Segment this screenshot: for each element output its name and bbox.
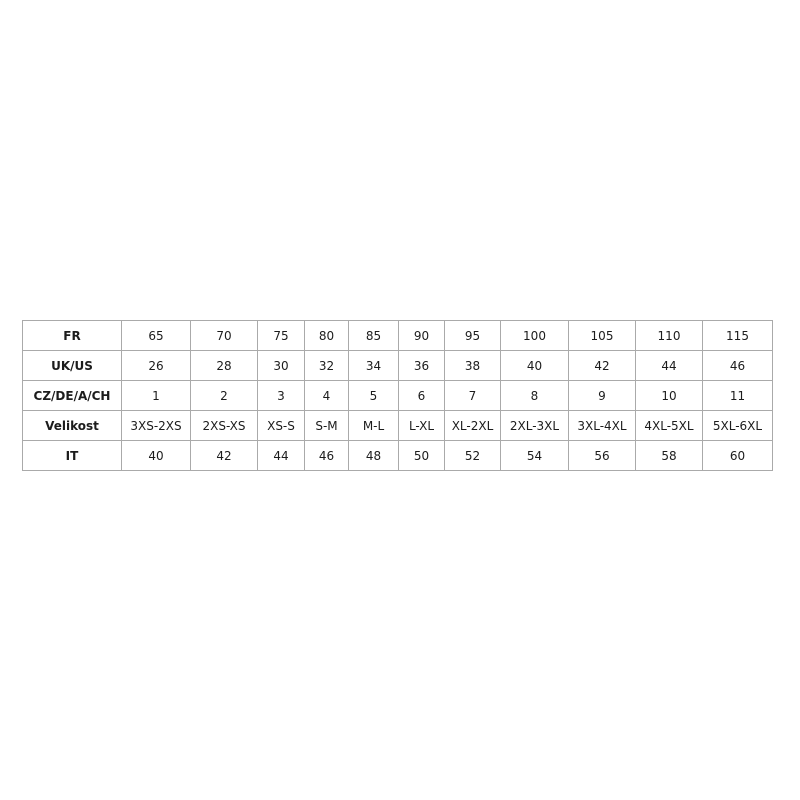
table-row-fr: FR 65 70 75 80 85 90 95 100 105 110 115 [22, 320, 773, 351]
table-cell: 80 [304, 320, 349, 351]
table-cell: 52 [444, 440, 501, 471]
table-cell: 40 [500, 350, 569, 381]
table-row-it: IT 40 42 44 46 48 50 52 54 56 58 60 [22, 440, 773, 471]
row-header-velikost: Velikost [22, 410, 122, 441]
table-row-velikost: Velikost 3XS-2XS 2XS-XS XS-S S-M M-L L-X… [22, 410, 773, 441]
table-cell: 65 [121, 320, 191, 351]
table-cell: L-XL [398, 410, 445, 441]
table-cell: 58 [635, 440, 703, 471]
table-cell: 110 [635, 320, 703, 351]
table-cell: 38 [444, 350, 501, 381]
table-cell: 7 [444, 380, 501, 411]
table-cell: 3XS-2XS [121, 410, 191, 441]
table-cell: 5XL-6XL [702, 410, 773, 441]
table-cell: 3XL-4XL [568, 410, 636, 441]
table-cell: 70 [190, 320, 258, 351]
row-header-ukus: UK/US [22, 350, 122, 381]
table-cell: 42 [568, 350, 636, 381]
table-cell: 46 [304, 440, 349, 471]
table-cell: 44 [635, 350, 703, 381]
table-cell: 3 [257, 380, 305, 411]
table-cell: 105 [568, 320, 636, 351]
table-cell: M-L [348, 410, 399, 441]
table-cell: 44 [257, 440, 305, 471]
table-cell: S-M [304, 410, 349, 441]
table-cell: 10 [635, 380, 703, 411]
table-row-ukus: UK/US 26 28 30 32 34 36 38 40 42 44 46 [22, 350, 773, 381]
table-cell: 100 [500, 320, 569, 351]
table-cell: 26 [121, 350, 191, 381]
table-cell: 54 [500, 440, 569, 471]
table-cell: 11 [702, 380, 773, 411]
table-cell: 4XL-5XL [635, 410, 703, 441]
table-cell: 48 [348, 440, 399, 471]
table-cell: 4 [304, 380, 349, 411]
table-cell: 30 [257, 350, 305, 381]
table-cell: 32 [304, 350, 349, 381]
table-cell: 9 [568, 380, 636, 411]
table-cell: XL-2XL [444, 410, 501, 441]
row-header-czdeach: CZ/DE/A/CH [22, 380, 122, 411]
table-cell: 46 [702, 350, 773, 381]
table-cell: 85 [348, 320, 399, 351]
table-cell: 8 [500, 380, 569, 411]
table-cell: 6 [398, 380, 445, 411]
table-cell: 2XS-XS [190, 410, 258, 441]
table-cell: 36 [398, 350, 445, 381]
row-header-it: IT [22, 440, 122, 471]
table-cell: 2 [190, 380, 258, 411]
table-cell: 75 [257, 320, 305, 351]
table-cell: 5 [348, 380, 399, 411]
table-cell: 28 [190, 350, 258, 381]
table-cell: 56 [568, 440, 636, 471]
table-cell: 1 [121, 380, 191, 411]
table-cell: 40 [121, 440, 191, 471]
table-cell: 60 [702, 440, 773, 471]
size-conversion-table: FR 65 70 75 80 85 90 95 100 105 110 115 … [22, 320, 773, 471]
table-cell: 90 [398, 320, 445, 351]
table-cell: 34 [348, 350, 399, 381]
size-table-container: FR 65 70 75 80 85 90 95 100 105 110 115 … [22, 320, 773, 471]
table-cell: 115 [702, 320, 773, 351]
table-row-czdeach: CZ/DE/A/CH 1 2 3 4 5 6 7 8 9 10 11 [22, 380, 773, 411]
table-cell: XS-S [257, 410, 305, 441]
table-cell: 95 [444, 320, 501, 351]
table-cell: 42 [190, 440, 258, 471]
table-cell: 2XL-3XL [500, 410, 569, 441]
table-cell: 50 [398, 440, 445, 471]
row-header-fr: FR [22, 320, 122, 351]
